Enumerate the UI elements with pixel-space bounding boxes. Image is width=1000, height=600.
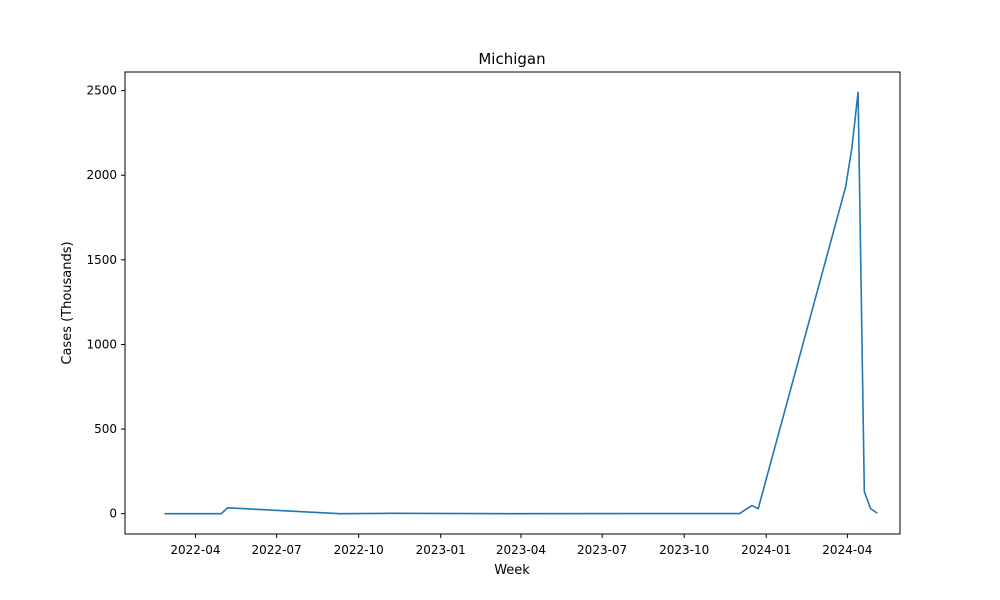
series-line <box>164 91 878 515</box>
y-tick-label: 1500 <box>86 253 117 267</box>
y-tick-label: 500 <box>94 422 117 436</box>
y-tick-label: 2500 <box>86 84 117 98</box>
x-tick-label: 2024-04 <box>822 543 872 557</box>
y-tick-label: 0 <box>109 507 117 521</box>
x-tick-label: 2023-01 <box>416 543 466 557</box>
x-tick-label: 2023-07 <box>577 543 627 557</box>
x-axis-label: Week <box>494 563 530 578</box>
x-tick-label: 2023-10 <box>659 543 709 557</box>
chart-title: Michigan <box>478 50 545 68</box>
x-tick-label: 2023-04 <box>496 543 546 557</box>
x-tick-label: 2024-01 <box>741 543 791 557</box>
x-tick-label: 2022-04 <box>170 543 220 557</box>
x-tick-label: 2022-07 <box>252 543 302 557</box>
y-axis-label: Cases (Thousands) <box>60 241 75 364</box>
y-tick-label: 1000 <box>86 337 117 351</box>
x-axis-ticks: 2022-04 2022-07 2022-10 2023-01 2023-04 2023-… <box>170 534 872 557</box>
x-tick-label: 2022-10 <box>334 543 384 557</box>
plot-frame <box>124 71 901 535</box>
y-tick-label: 2000 <box>86 168 117 182</box>
y-axis-ticks: 0 500 1000 1500 2000 2500 <box>86 84 125 521</box>
